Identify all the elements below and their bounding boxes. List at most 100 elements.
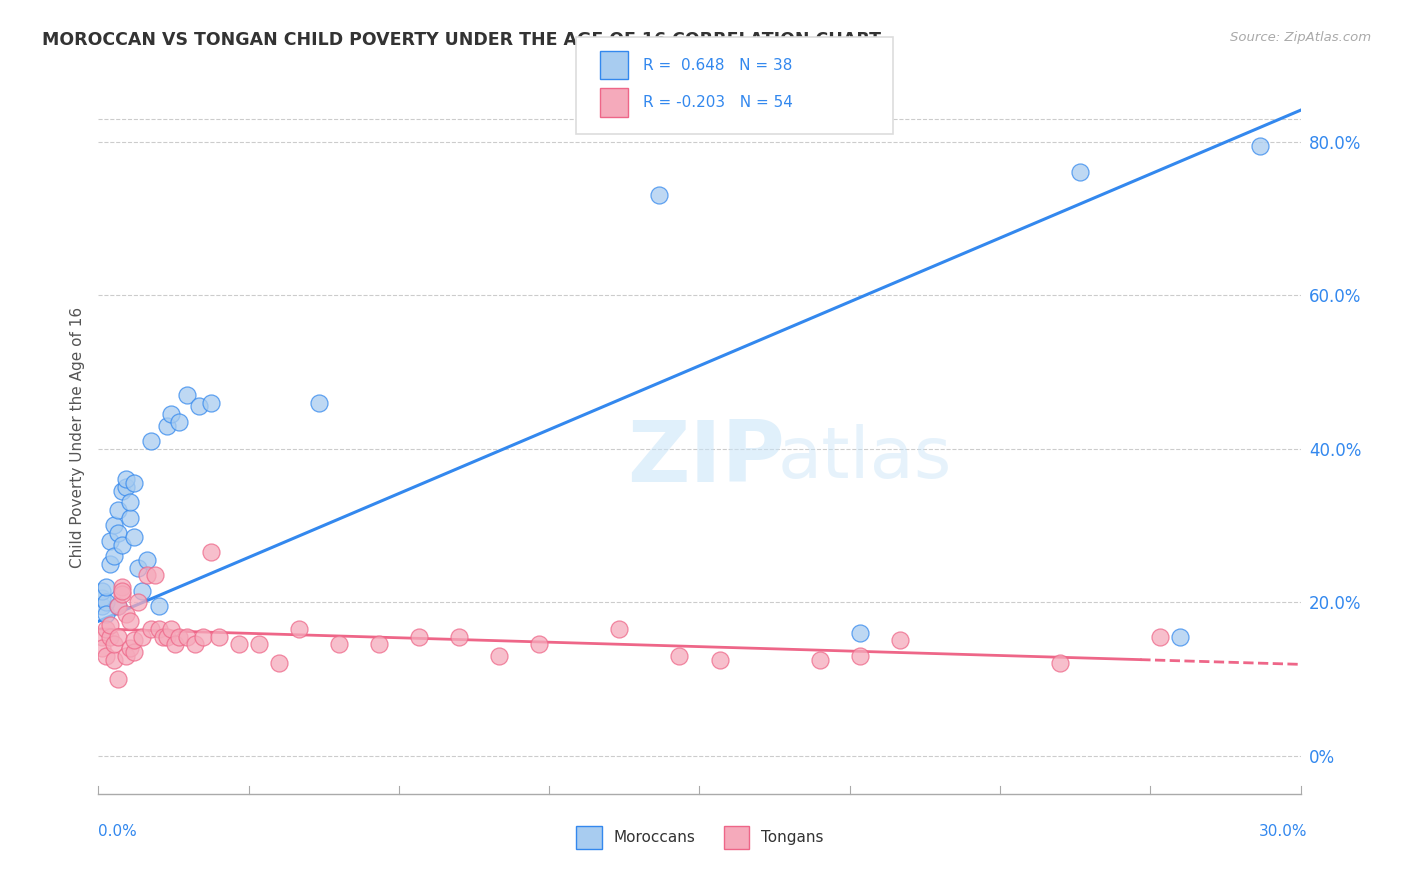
- Point: [183, 637, 205, 651]
- Point: [100, 557, 122, 571]
- Point: [111, 537, 134, 551]
- Point: [111, 587, 134, 601]
- Point: [91, 591, 114, 606]
- Point: [124, 633, 146, 648]
- Point: [1250, 138, 1272, 153]
- Point: [115, 472, 138, 486]
- Point: [120, 495, 142, 509]
- Point: [200, 395, 222, 409]
- Point: [96, 648, 118, 663]
- Point: [849, 648, 872, 663]
- Point: [849, 625, 872, 640]
- Point: [709, 652, 731, 666]
- Point: [115, 607, 138, 621]
- Point: [103, 549, 125, 563]
- Point: [288, 622, 311, 636]
- Point: [107, 599, 129, 613]
- Point: [107, 503, 129, 517]
- Point: [152, 630, 174, 644]
- Point: [103, 518, 125, 533]
- Point: [1170, 630, 1192, 644]
- Point: [159, 407, 181, 421]
- Point: [148, 599, 170, 613]
- Point: [889, 633, 911, 648]
- Text: 0.0%: 0.0%: [98, 824, 138, 838]
- Point: [308, 395, 330, 409]
- Point: [176, 388, 198, 402]
- Point: [267, 657, 290, 671]
- Point: [115, 648, 138, 663]
- Point: [107, 599, 129, 613]
- Point: [529, 637, 551, 651]
- Point: [155, 630, 177, 644]
- Point: [191, 630, 214, 644]
- Point: [128, 595, 150, 609]
- Point: [111, 483, 134, 498]
- Text: MOROCCAN VS TONGAN CHILD POVERTY UNDER THE AGE OF 16 CORRELATION CHART: MOROCCAN VS TONGAN CHILD POVERTY UNDER T…: [42, 31, 882, 49]
- Text: 30.0%: 30.0%: [1260, 824, 1308, 838]
- Point: [100, 618, 122, 632]
- Point: [91, 599, 114, 613]
- Point: [124, 530, 146, 544]
- Point: [96, 595, 118, 609]
- Point: [668, 648, 690, 663]
- Point: [91, 641, 114, 656]
- Text: atlas: atlas: [778, 424, 952, 493]
- Point: [167, 630, 190, 644]
- Point: [139, 622, 162, 636]
- Point: [100, 630, 122, 644]
- Y-axis label: Child Poverty Under the Age of 16: Child Poverty Under the Age of 16: [69, 307, 84, 567]
- Text: Tongans: Tongans: [761, 830, 823, 845]
- Point: [228, 637, 250, 651]
- Point: [247, 637, 270, 651]
- Point: [128, 560, 150, 574]
- Point: [100, 533, 122, 548]
- Text: ZIP: ZIP: [627, 417, 785, 500]
- Point: [103, 637, 125, 651]
- Point: [368, 637, 391, 651]
- Point: [488, 648, 510, 663]
- Point: [115, 480, 138, 494]
- Point: [808, 652, 831, 666]
- Point: [1049, 657, 1071, 671]
- Point: [1149, 630, 1171, 644]
- Point: [135, 553, 157, 567]
- Text: Moroccans: Moroccans: [613, 830, 695, 845]
- Point: [107, 630, 129, 644]
- Point: [103, 652, 125, 666]
- Point: [111, 580, 134, 594]
- Point: [91, 583, 114, 598]
- Point: [143, 568, 166, 582]
- Point: [187, 400, 209, 414]
- Point: [648, 188, 671, 202]
- Point: [176, 630, 198, 644]
- Point: [148, 622, 170, 636]
- Point: [120, 641, 142, 656]
- Point: [328, 637, 350, 651]
- Point: [107, 526, 129, 541]
- Point: [408, 630, 430, 644]
- Point: [124, 645, 146, 659]
- Point: [131, 583, 153, 598]
- Point: [131, 630, 153, 644]
- Point: [124, 476, 146, 491]
- Point: [96, 580, 118, 594]
- Point: [120, 614, 142, 628]
- Point: [139, 434, 162, 448]
- Point: [1069, 165, 1091, 179]
- Point: [609, 622, 631, 636]
- Text: R =  0.648   N = 38: R = 0.648 N = 38: [643, 58, 792, 72]
- Point: [167, 415, 190, 429]
- Point: [163, 637, 186, 651]
- Point: [111, 583, 134, 598]
- Point: [91, 630, 114, 644]
- Point: [159, 622, 181, 636]
- Point: [208, 630, 231, 644]
- Point: [200, 545, 222, 559]
- Point: [96, 622, 118, 636]
- Point: [120, 510, 142, 524]
- Point: [96, 607, 118, 621]
- Point: [155, 418, 177, 433]
- Point: [447, 630, 470, 644]
- Text: Source: ZipAtlas.com: Source: ZipAtlas.com: [1230, 31, 1371, 45]
